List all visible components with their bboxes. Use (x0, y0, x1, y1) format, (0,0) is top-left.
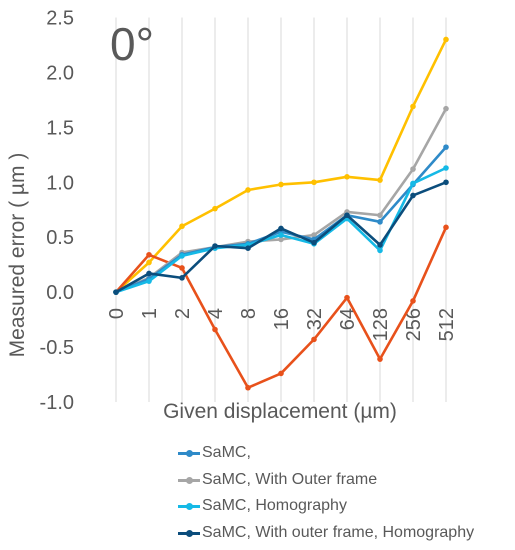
data-point (179, 223, 185, 230)
legend-label: SaMC, With outer frame, Homography (202, 523, 475, 541)
y-axis-title: Measured error ( µm ) (6, 153, 29, 358)
gridlines (115, 17, 447, 402)
series-lines (113, 36, 449, 391)
legend: SaMC, SaMC, With Outer frame SaMC, Homogra… (178, 440, 474, 546)
legend-swatch (178, 500, 200, 512)
data-point (443, 179, 449, 186)
y-tick-label: -1.0 (40, 392, 74, 414)
legend-item: SaMC, (178, 440, 474, 467)
data-point (146, 259, 152, 266)
data-point (443, 144, 449, 150)
legend-label: SaMC, (202, 444, 251, 462)
legend-label: SaMC, With Outer frame (202, 470, 378, 488)
data-point (179, 275, 185, 281)
x-tick-label: 32 (304, 308, 326, 330)
x-tick-label: 256 (403, 308, 425, 341)
x-tick-label: 64 (337, 308, 359, 330)
y-tick-label: 1.0 (46, 172, 74, 194)
y-tick-label: 2.5 (46, 8, 74, 30)
legend-item: SaMC, Homography (178, 493, 474, 520)
data-point (278, 225, 284, 232)
legend-item: SaMC, With Outer frame (178, 467, 474, 494)
data-point (278, 370, 284, 377)
data-point (410, 166, 416, 172)
legend-swatch (178, 527, 200, 539)
data-point (146, 251, 152, 258)
x-tick-label: 0 (106, 308, 128, 319)
data-point (146, 270, 152, 277)
data-point (311, 232, 317, 238)
data-point (443, 165, 449, 171)
legend-item: SaMC, With outer frame, Homography (178, 520, 474, 547)
data-point (146, 278, 152, 284)
data-point (311, 239, 317, 246)
data-point (212, 243, 218, 249)
y-tick-label: 0.0 (46, 282, 74, 304)
y-tick-label: 1.5 (46, 117, 74, 139)
legend-label: SaMC, Homography (202, 497, 347, 515)
x-tick-label: 8 (238, 308, 260, 319)
legend-swatch (178, 447, 200, 459)
data-point (443, 224, 449, 231)
x-tick-label: 2 (172, 308, 194, 319)
data-point (311, 179, 317, 186)
data-point (377, 177, 383, 183)
data-point (377, 242, 383, 248)
data-point (344, 212, 350, 219)
data-point (377, 356, 383, 362)
data-point (278, 181, 284, 188)
data-point (377, 219, 383, 225)
data-point (410, 103, 416, 110)
y-tick-label: -0.5 (40, 337, 74, 359)
data-point (212, 205, 218, 212)
y-tick-labels: 2.5 2.0 1.5 1.0 0.5 0.0 -0.5 -1.0 (40, 8, 74, 415)
x-tick-label: 1 (139, 308, 161, 319)
x-tick-label: 16 (271, 308, 293, 330)
x-axis-title: Given displacement (µm) (163, 400, 397, 423)
data-point (410, 298, 416, 304)
data-point (344, 173, 350, 180)
data-point (278, 236, 284, 243)
data-point (443, 105, 449, 112)
chart-title: 0° (110, 18, 154, 70)
data-point (344, 294, 350, 301)
x-tick-labels: 0 1 2 4 8 16 32 64 128 256 512 (106, 308, 458, 341)
data-point (278, 232, 284, 238)
x-tick-label: 128 (370, 308, 392, 341)
data-point (245, 384, 251, 391)
x-tick-label: 512 (436, 308, 458, 341)
legend-swatch (178, 474, 200, 486)
x-tick-label: 4 (205, 308, 227, 319)
data-point (245, 245, 251, 251)
data-point (410, 180, 416, 187)
data-point (179, 265, 185, 271)
data-point (377, 212, 383, 219)
data-point (113, 289, 119, 295)
line-chart: 2.5 2.0 1.5 1.0 0.5 0.0 -0.5 -1.0 0 1 2 4 8 16 32 64 12… (6, 8, 458, 424)
data-point (377, 247, 383, 254)
data-point (245, 187, 251, 193)
y-tick-label: 0.5 (46, 227, 74, 249)
data-point (212, 326, 218, 333)
data-point (311, 336, 317, 343)
data-point (179, 253, 185, 259)
y-tick-label: 2.0 (46, 62, 74, 84)
data-point (410, 192, 416, 199)
data-point (443, 36, 449, 43)
